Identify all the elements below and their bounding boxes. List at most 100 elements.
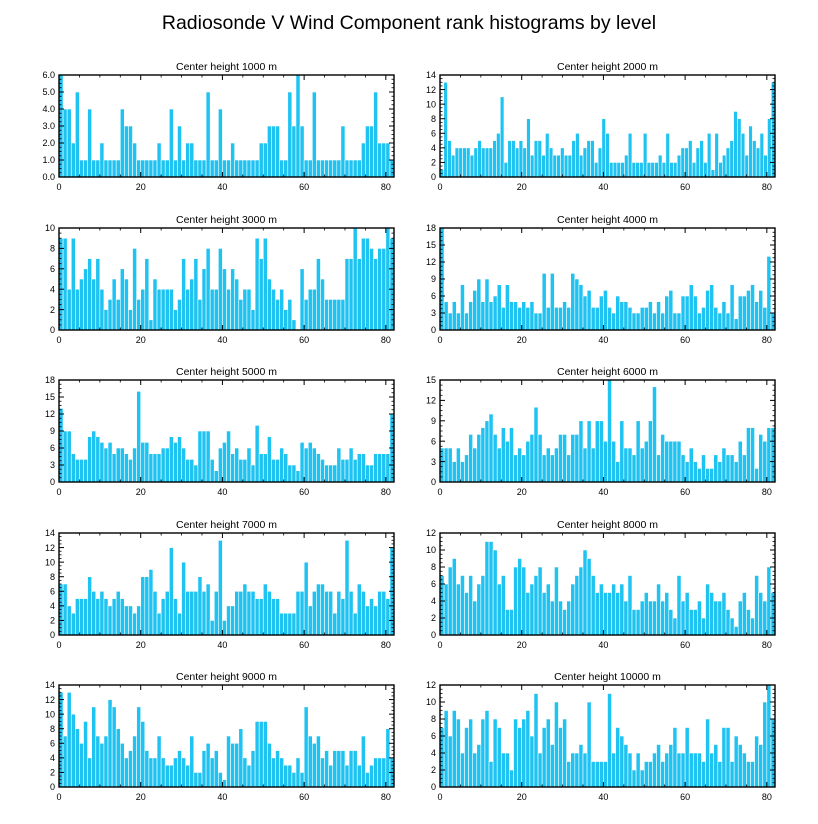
- bar: [533, 312, 539, 331]
- bar: [574, 434, 580, 483]
- bar: [242, 159, 248, 178]
- bar: [132, 735, 137, 788]
- bar: [545, 718, 551, 788]
- panel-3: Center height 3000 m 0 2 4 6 8 10 0 20 40 60 80: [45, 214, 395, 345]
- y-tick-label: 2: [50, 305, 55, 315]
- bar: [639, 769, 645, 788]
- bar: [189, 459, 195, 483]
- bar: [567, 154, 573, 178]
- bar: [705, 468, 710, 483]
- y-tick-label: 12: [426, 528, 436, 538]
- bar: [377, 248, 383, 331]
- bar: [250, 464, 256, 483]
- bar: [119, 268, 125, 331]
- bar: [205, 742, 211, 788]
- bar: [340, 125, 346, 178]
- bar: [148, 569, 154, 636]
- bar: [631, 454, 637, 483]
- bar: [156, 288, 162, 331]
- bar: [226, 735, 231, 788]
- bar: [132, 142, 137, 178]
- bar: [177, 750, 182, 788]
- bar: [352, 459, 358, 483]
- bar: [566, 307, 572, 331]
- y-tick-label: 12: [426, 257, 436, 267]
- bar: [642, 132, 648, 178]
- bar: [377, 757, 383, 788]
- bar: [676, 154, 682, 178]
- bar: [222, 442, 227, 483]
- y-tick-label: 0: [50, 630, 55, 640]
- bar: [525, 710, 531, 788]
- bar: [710, 169, 716, 178]
- bar: [258, 142, 264, 178]
- bar: [500, 307, 506, 331]
- bar: [513, 454, 518, 483]
- bar: [124, 125, 129, 178]
- x-tick-label: 60: [299, 640, 309, 650]
- bar: [654, 162, 659, 178]
- bar: [119, 108, 125, 178]
- bar: [701, 617, 706, 636]
- bar: [615, 592, 621, 636]
- y-tick-label: 4.0: [42, 104, 55, 114]
- bar: [189, 142, 195, 178]
- bar: [356, 258, 362, 331]
- bar: [566, 454, 572, 483]
- bar: [369, 125, 374, 178]
- bar: [688, 140, 693, 178]
- bar: [299, 772, 305, 788]
- panel-title: Center height 10000 m: [554, 671, 661, 683]
- bar: [664, 592, 670, 636]
- bar: [529, 301, 535, 331]
- bar: [218, 447, 223, 483]
- bar: [549, 600, 555, 636]
- bar: [733, 735, 739, 788]
- bar: [480, 718, 486, 788]
- bar: [627, 307, 633, 331]
- x-tick-label: 0: [56, 792, 61, 802]
- bar: [514, 147, 520, 178]
- y-tick-label: 14: [45, 680, 55, 690]
- bar: [733, 111, 738, 178]
- bar: [692, 752, 698, 788]
- bar: [185, 459, 191, 483]
- bar: [205, 583, 211, 636]
- bar: [144, 442, 150, 483]
- bar: [537, 140, 542, 178]
- bar: [91, 706, 97, 788]
- bar: [250, 159, 256, 178]
- bar: [513, 301, 518, 331]
- bar: [496, 132, 501, 178]
- bar: [205, 248, 211, 331]
- bar: [267, 436, 272, 483]
- bar: [324, 464, 329, 483]
- bar: [160, 598, 166, 636]
- y-tick-label: 0: [431, 172, 436, 182]
- bar: [594, 592, 600, 636]
- x-tick-label: 0: [56, 335, 61, 345]
- bar: [115, 590, 121, 636]
- bar: [443, 301, 449, 331]
- bar: [381, 142, 387, 178]
- bar: [279, 159, 284, 178]
- bar: [238, 728, 244, 788]
- bar: [639, 447, 645, 483]
- bar: [480, 427, 486, 483]
- bar: [324, 159, 329, 178]
- bar: [156, 142, 162, 178]
- y-tick-label: 6: [431, 579, 436, 589]
- bar: [672, 440, 678, 483]
- bar: [136, 391, 142, 483]
- bar: [762, 440, 768, 483]
- bar: [558, 600, 563, 636]
- bar: [311, 590, 317, 636]
- bar: [541, 154, 546, 178]
- bar: [684, 592, 690, 636]
- bar: [115, 447, 121, 483]
- bar: [668, 440, 674, 483]
- bar: [230, 142, 235, 178]
- bar: [156, 612, 162, 636]
- bar: [484, 710, 490, 788]
- y-tick-label: 9: [50, 426, 55, 436]
